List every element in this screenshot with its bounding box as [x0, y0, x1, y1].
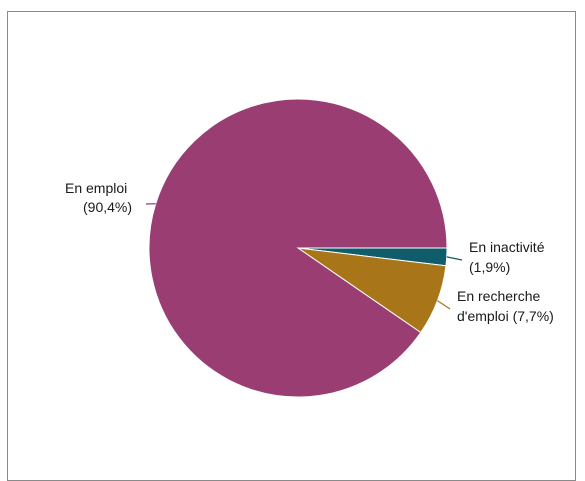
label-en-inactivite-line2: (1,9%)	[469, 259, 510, 275]
label-en-recherche-line1: En recherche	[457, 288, 540, 304]
leader-en-inactivite	[447, 257, 462, 260]
label-en-inactivite-line1: En inactivité	[469, 239, 545, 255]
label-en-emploi-line2: (90,4%)	[83, 199, 132, 215]
label-en-recherche-line2: d'emploi (7,7%)	[457, 308, 554, 324]
label-en-emploi-line1: En emploi	[65, 180, 127, 196]
slice-en-emploi	[149, 99, 447, 397]
leader-en-recherche	[437, 301, 450, 309]
